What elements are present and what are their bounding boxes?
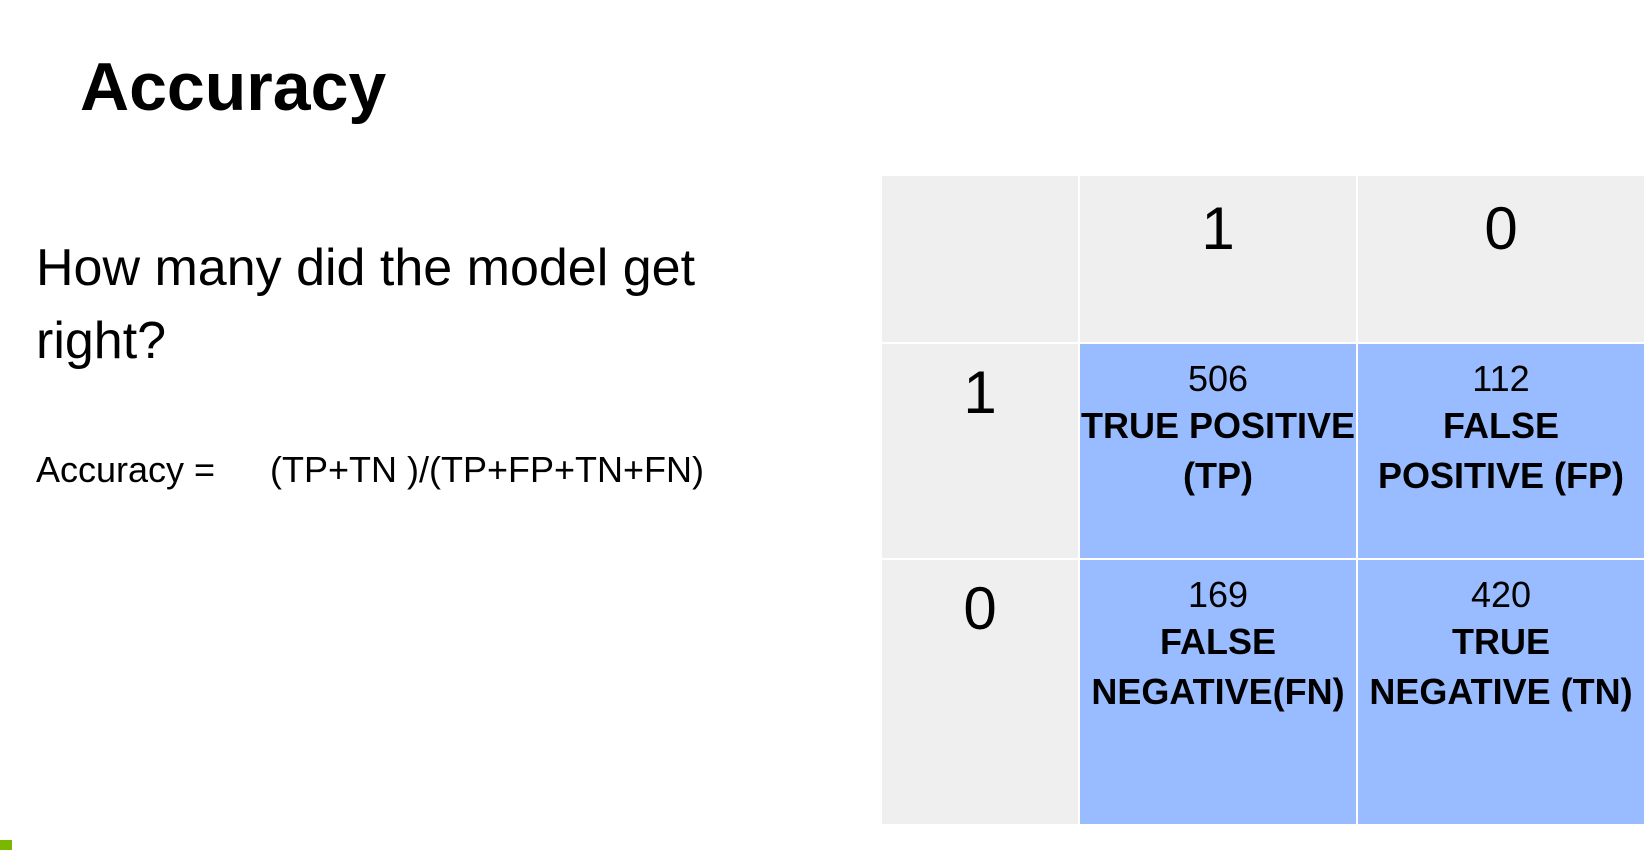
false-negative-label: FALSE NEGATIVE(FN) [1080, 617, 1356, 716]
false-positive-label: FALSE POSITIVE (FP) [1358, 401, 1644, 500]
confusion-matrix: 1 0 1 506 TRUE POSITIVE (TP) 112 FALSE P… [882, 176, 1640, 820]
cell-false-positive: 112 FALSE POSITIVE (FP) [1358, 344, 1644, 558]
accuracy-formula: Accuracy = (TP+TN )/(TP+FP+TN+FN) [36, 448, 704, 491]
false-negative-count: 169 [1188, 572, 1248, 617]
slide-title: Accuracy [80, 50, 386, 125]
column-header-0: 0 [1358, 176, 1644, 342]
true-negative-count: 420 [1471, 572, 1531, 617]
accent-bar [0, 840, 12, 850]
false-positive-count: 112 [1472, 356, 1529, 401]
formula-expression: (TP+TN )/(TP+FP+TN+FN) [270, 449, 704, 490]
row-header-0: 0 [882, 560, 1078, 824]
true-positive-label: TRUE POSITIVE (TP) [1080, 401, 1356, 500]
cell-true-negative: 420 TRUE NEGATIVE (TN) [1358, 560, 1644, 824]
question-text: How many did the model get right? [36, 232, 796, 378]
cell-false-negative: 169 FALSE NEGATIVE(FN) [1080, 560, 1356, 824]
true-positive-count: 506 [1188, 356, 1248, 401]
formula-label: Accuracy = [36, 448, 270, 491]
row-header-1: 1 [882, 344, 1078, 558]
true-negative-label: TRUE NEGATIVE (TN) [1358, 617, 1644, 716]
column-header-1: 1 [1080, 176, 1356, 342]
cell-true-positive: 506 TRUE POSITIVE (TP) [1080, 344, 1356, 558]
matrix-corner-cell [882, 176, 1078, 342]
